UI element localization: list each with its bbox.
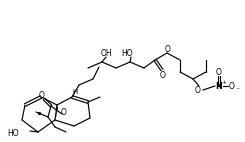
Text: N: N	[216, 82, 222, 90]
Text: O: O	[61, 108, 66, 117]
Text: H: H	[72, 89, 78, 95]
Text: OH: OH	[100, 49, 112, 58]
Text: +: +	[222, 80, 226, 84]
Text: -: -	[237, 85, 239, 91]
Text: HO: HO	[7, 130, 19, 138]
Text: O: O	[39, 91, 45, 101]
Text: O: O	[165, 44, 171, 54]
Text: HO: HO	[121, 49, 133, 58]
Text: O: O	[160, 70, 166, 80]
Polygon shape	[56, 105, 58, 118]
Text: O: O	[216, 67, 222, 77]
Text: O: O	[229, 82, 235, 90]
Text: O: O	[195, 85, 201, 94]
